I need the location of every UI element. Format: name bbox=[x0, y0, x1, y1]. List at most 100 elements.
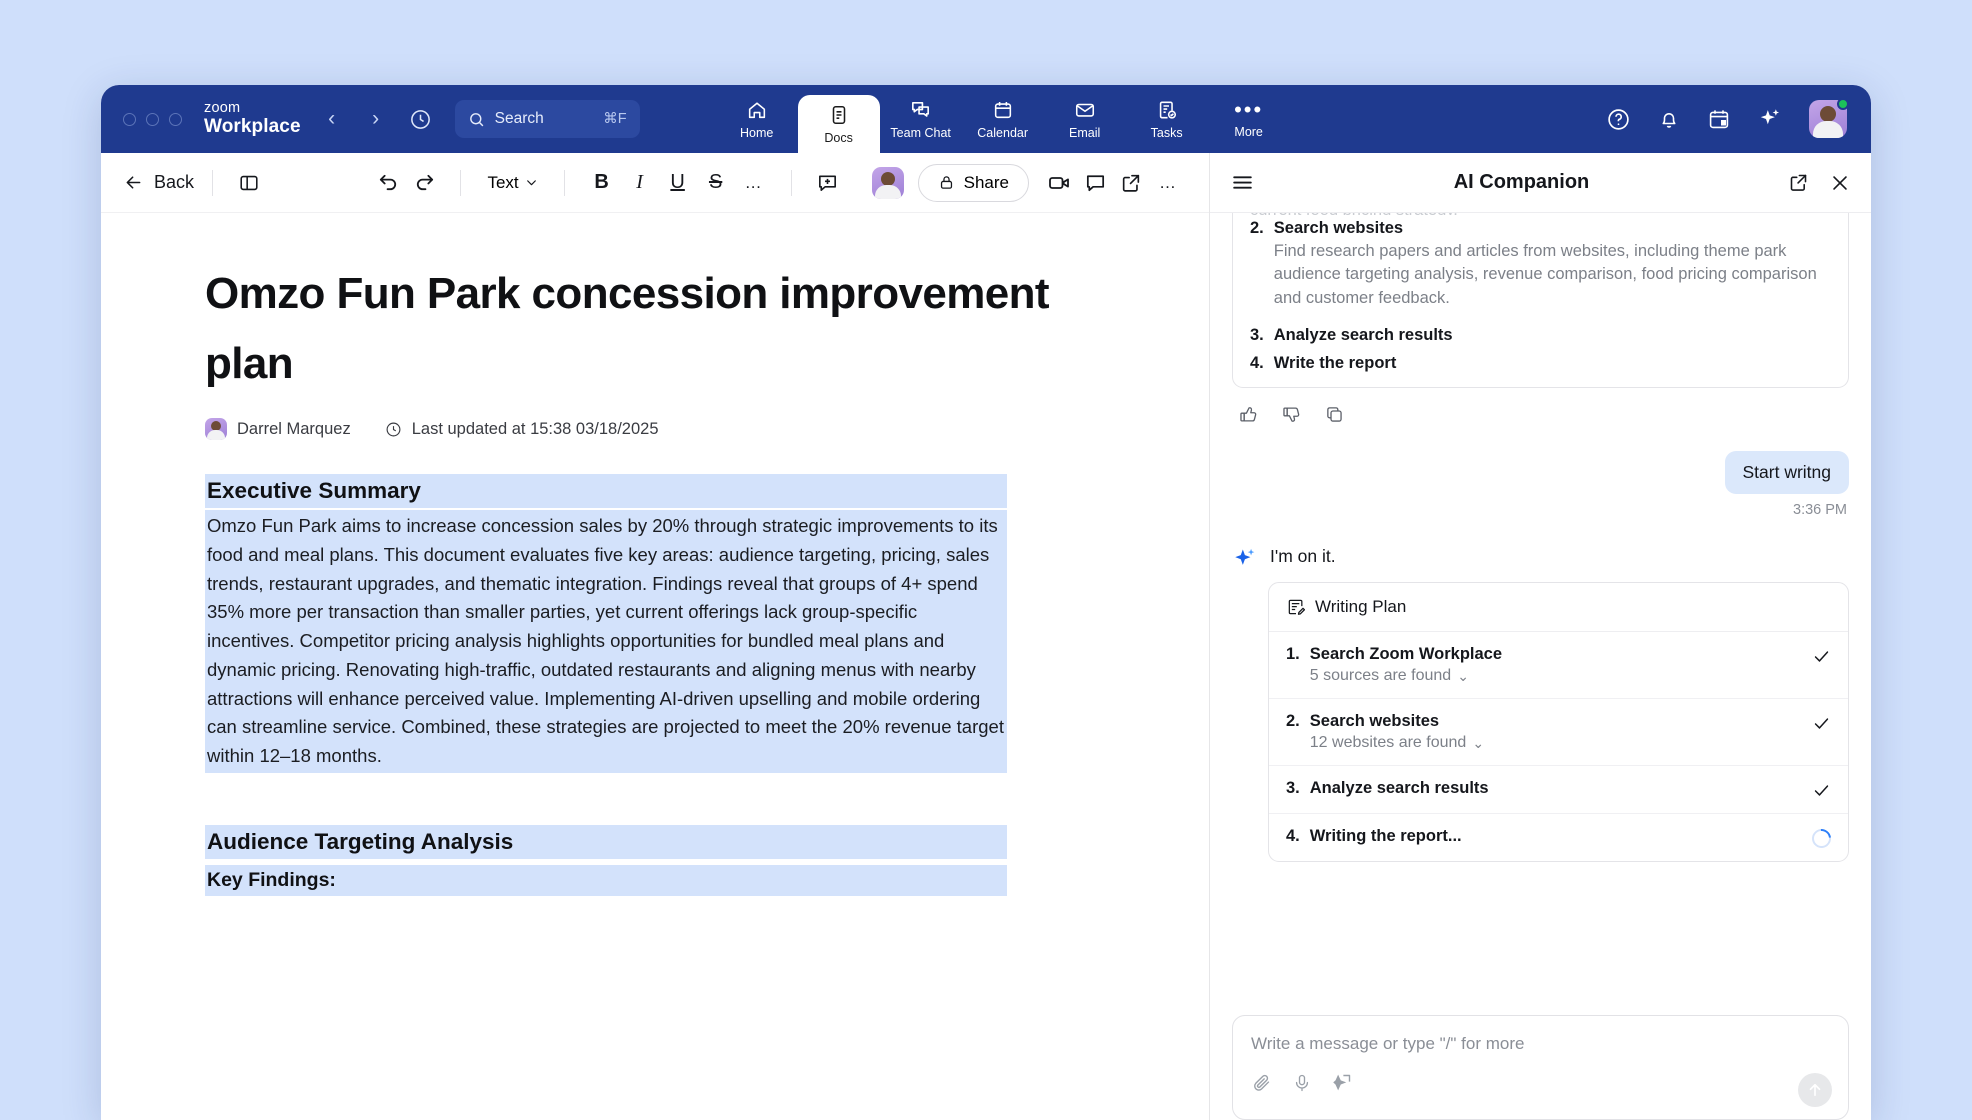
help-icon[interactable] bbox=[1606, 107, 1631, 132]
section-heading[interactable]: Audience Targeting Analysis bbox=[205, 824, 1007, 859]
chevron-down-icon[interactable]: ⌄ bbox=[1457, 667, 1469, 684]
nav-tab-home[interactable]: Home bbox=[716, 85, 798, 153]
document-toolbar: Back bbox=[101, 153, 1209, 213]
close-window-dot[interactable] bbox=[123, 112, 136, 126]
user-message-bubble[interactable]: Start writng bbox=[1724, 451, 1849, 495]
nav-right-actions bbox=[1606, 98, 1853, 138]
history-clock-icon[interactable] bbox=[409, 108, 435, 131]
ai-sparkle-icon[interactable] bbox=[1757, 106, 1783, 132]
brand-line-1: zoom bbox=[204, 100, 241, 117]
add-comment-icon[interactable] bbox=[810, 166, 846, 200]
presence-indicator bbox=[1837, 98, 1849, 110]
search-placeholder: Search bbox=[494, 110, 544, 127]
calendar-icon[interactable] bbox=[1707, 107, 1731, 131]
more-actions-button[interactable]: … bbox=[1159, 172, 1177, 192]
maximize-window-dot[interactable] bbox=[169, 112, 182, 126]
plan-row-subtitle-wrap[interactable]: 5 sources are found ⌄ bbox=[1310, 667, 1802, 685]
plan-row[interactable]: 2. Search websites 12 websites are found… bbox=[1269, 698, 1848, 765]
copy-icon[interactable] bbox=[1324, 404, 1345, 425]
document-pane: Back bbox=[101, 153, 1209, 1120]
bell-icon[interactable] bbox=[1657, 107, 1681, 131]
nav-back-button[interactable]: ‹ bbox=[328, 107, 336, 130]
thumbs-down-icon[interactable] bbox=[1281, 404, 1302, 425]
prompt-icon[interactable] bbox=[1332, 1072, 1353, 1093]
strikethrough-button[interactable]: S bbox=[708, 171, 723, 193]
ai-conversation-scroll[interactable]: current food pricing strategy. 2. Search… bbox=[1210, 213, 1871, 1001]
plan-row[interactable]: 3. Analyze search results bbox=[1233, 323, 1848, 351]
ai-composer-wrapper: Write a message or type "/" for more bbox=[1210, 1001, 1871, 1120]
toolbar-divider bbox=[460, 169, 462, 196]
home-icon bbox=[746, 99, 768, 121]
mic-icon[interactable] bbox=[1292, 1073, 1312, 1093]
popout-icon[interactable] bbox=[1788, 172, 1809, 193]
plan-row-number: 4. bbox=[1250, 354, 1264, 373]
search-input[interactable]: Search ⌘F bbox=[454, 100, 640, 138]
plan-row-title: Analyze search results bbox=[1309, 779, 1489, 798]
search-shortcut: ⌘F bbox=[603, 111, 627, 127]
nav-tab-team-chat[interactable]: Team Chat bbox=[880, 85, 962, 153]
page-title[interactable]: Omzo Fun Park concession improvement pla… bbox=[205, 269, 1050, 388]
nav-tab-calendar[interactable]: Calendar bbox=[962, 85, 1044, 153]
plan-row[interactable]: 3. Analyze search results bbox=[1269, 765, 1848, 813]
plan-row-subtitle-wrap[interactable]: 12 websites are found ⌄ bbox=[1310, 734, 1802, 752]
thumbs-up-icon[interactable] bbox=[1238, 404, 1259, 425]
document-canvas[interactable]: Omzo Fun Park concession improvement pla… bbox=[101, 213, 1209, 1120]
attach-icon[interactable] bbox=[1251, 1072, 1272, 1093]
message-input-placeholder[interactable]: Write a message or type "/" for more bbox=[1251, 1034, 1525, 1053]
nav-tab-email[interactable]: Email bbox=[1044, 85, 1126, 153]
chevron-down-icon[interactable]: ⌄ bbox=[1472, 734, 1485, 751]
author-avatar bbox=[205, 418, 227, 441]
underline-button[interactable]: U bbox=[670, 171, 685, 193]
bold-button[interactable]: B bbox=[594, 171, 609, 193]
message-feedback-row bbox=[1232, 388, 1849, 425]
section-heading[interactable]: Executive Summary bbox=[205, 474, 1007, 509]
undo-icon[interactable] bbox=[370, 166, 406, 200]
author-name: Darrel Marquez bbox=[237, 419, 351, 438]
back-button-label: Back bbox=[154, 172, 195, 192]
top-navigation-bar: zoom Workplace ‹ › Search ⌘F bbox=[101, 85, 1871, 153]
back-button[interactable]: Back bbox=[123, 172, 194, 193]
collaborator-avatar[interactable] bbox=[871, 166, 904, 199]
nav-tab-label: Tasks bbox=[1150, 125, 1183, 140]
plan-row-description: Find research papers and articles from w… bbox=[1273, 242, 1817, 307]
subsection-heading[interactable]: Key Findings: bbox=[205, 864, 1007, 896]
message-composer[interactable]: Write a message or type "/" for more bbox=[1232, 1015, 1849, 1120]
nav-forward-button[interactable]: › bbox=[372, 107, 380, 130]
export-icon[interactable] bbox=[1113, 166, 1149, 200]
nav-tab-docs[interactable]: Docs bbox=[797, 95, 880, 153]
docs-icon bbox=[828, 104, 850, 126]
email-icon bbox=[1074, 99, 1096, 121]
plan-row[interactable]: 2. Search websites Find research papers … bbox=[1233, 215, 1848, 323]
italic-button[interactable]: I bbox=[636, 171, 643, 193]
toolbar-divider bbox=[563, 169, 565, 196]
check-icon bbox=[1812, 712, 1831, 733]
close-icon[interactable] bbox=[1829, 172, 1851, 194]
plan-row-subtitle: 12 websites are found bbox=[1309, 734, 1467, 752]
window-traffic-lights[interactable] bbox=[123, 112, 182, 126]
plan-row-title: Analyze search results bbox=[1273, 326, 1453, 345]
panel-toggle-icon[interactable] bbox=[231, 166, 267, 200]
plan-row-title: Search websites bbox=[1273, 219, 1404, 237]
plan-row[interactable]: 4. Write the report bbox=[1233, 351, 1848, 387]
user-avatar[interactable] bbox=[1809, 98, 1849, 138]
user-message-block: Start writng 3:36 PM bbox=[1232, 451, 1849, 518]
plan-row[interactable]: 1. Search Zoom Workplace 5 sources are f… bbox=[1269, 632, 1848, 698]
video-icon[interactable] bbox=[1041, 166, 1077, 200]
more-format-button[interactable]: … bbox=[744, 172, 763, 192]
app-window: zoom Workplace ‹ › Search ⌘F bbox=[101, 85, 1871, 1120]
hamburger-icon[interactable] bbox=[1230, 170, 1255, 195]
assistant-message-text: I'm on it. bbox=[1270, 546, 1336, 567]
share-button[interactable]: Share bbox=[917, 163, 1029, 202]
scrolled-fragment-text: current food pricing strategy. bbox=[1233, 213, 1848, 215]
plan-row[interactable]: 4. Writing the report... bbox=[1269, 813, 1848, 861]
minimize-window-dot[interactable] bbox=[146, 112, 159, 126]
nav-tab-more[interactable]: ••• More bbox=[1208, 85, 1290, 153]
comment-icon[interactable] bbox=[1077, 166, 1113, 200]
nav-tab-tasks[interactable]: Tasks bbox=[1126, 85, 1208, 153]
section-paragraph[interactable]: Omzo Fun Park aims to increase concessio… bbox=[205, 510, 1007, 773]
redo-icon[interactable] bbox=[406, 166, 442, 200]
send-icon[interactable] bbox=[1798, 1073, 1832, 1107]
toolbar-divider bbox=[212, 169, 214, 196]
text-style-dropdown[interactable]: Text bbox=[479, 173, 545, 193]
chevron-down-icon bbox=[525, 176, 538, 189]
